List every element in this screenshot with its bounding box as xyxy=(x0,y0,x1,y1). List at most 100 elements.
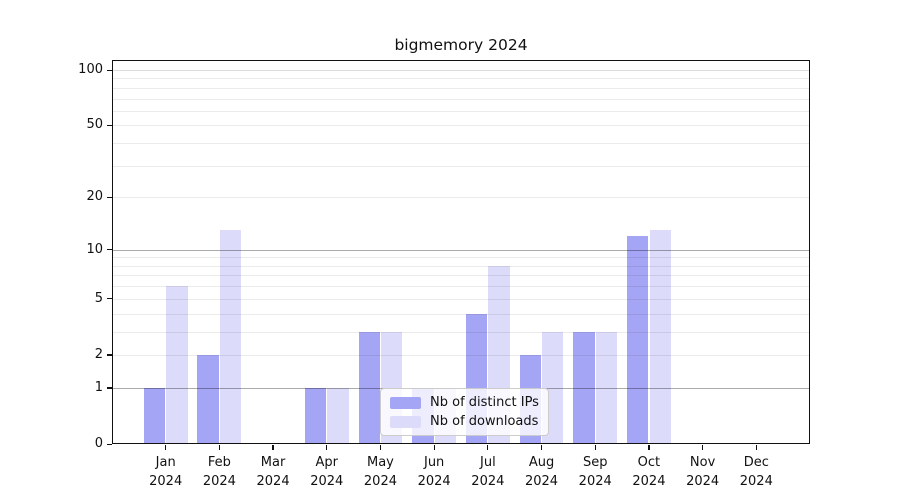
gridline-minor-60 xyxy=(112,110,810,112)
y-tick-label-0: 0 xyxy=(94,436,103,451)
y-tick-label-2: 2 xyxy=(94,346,103,362)
x-tick-label-jan: Jan 2024 xyxy=(136,453,196,491)
x-tick-jun xyxy=(433,444,435,450)
x-tick-year: 2024 xyxy=(417,474,451,489)
x-tick-label-mar: Mar 2024 xyxy=(243,453,303,491)
gridline-minor-2 xyxy=(112,354,810,356)
x-tick-month: Feb xyxy=(207,455,231,470)
x-tick-jul xyxy=(487,444,489,450)
x-tick-year: 2024 xyxy=(578,474,612,489)
legend-label-distinct-ips: Nb of distinct IPs xyxy=(430,395,539,410)
gridline-minor-4 xyxy=(112,313,810,315)
legend-item-downloads: Nb of downloads xyxy=(390,414,539,429)
x-tick-label-may: May 2024 xyxy=(350,453,410,491)
x-tick-dec xyxy=(755,444,757,450)
legend-item-distinct-ips: Nb of distinct IPs xyxy=(390,395,539,410)
bar-distinct-ips-may xyxy=(358,331,380,444)
chart-title: bigmemory 2024 xyxy=(394,36,528,54)
y-tick-20 xyxy=(107,196,112,198)
y-tick-0 xyxy=(107,443,112,445)
x-tick-month: Mar xyxy=(260,455,286,470)
y-tick-50 xyxy=(107,124,112,127)
bar-downloads-apr xyxy=(327,387,349,444)
x-tick-year: 2024 xyxy=(524,474,559,489)
x-tick-month: Aug xyxy=(528,455,555,470)
x-tick-sep xyxy=(594,444,596,450)
gridline-major-100 xyxy=(112,70,810,71)
x-tick-year: 2024 xyxy=(149,474,183,489)
gridline-minor-70 xyxy=(112,98,810,100)
bar-downloads-feb xyxy=(219,230,242,444)
x-tick-label-jul: Jul 2024 xyxy=(458,453,518,491)
x-tick-year: 2024 xyxy=(471,474,505,489)
x-tick-month: Jul xyxy=(480,455,496,470)
y-tick-label-20: 20 xyxy=(86,189,103,205)
x-tick-month: Dec xyxy=(743,455,769,470)
x-tick-year: 2024 xyxy=(202,474,236,489)
x-tick-month: Sep xyxy=(582,455,608,470)
y-tick-5 xyxy=(107,298,112,300)
x-tick-month: Oct xyxy=(637,455,661,470)
y-tick-10 xyxy=(107,249,112,251)
gridline-minor-7 xyxy=(112,275,810,277)
x-tick-may xyxy=(379,444,382,450)
legend-swatch-distinct-ips xyxy=(390,396,421,409)
x-tick-oct xyxy=(648,444,650,450)
legend: Nb of distinct IPs Nb of downloads xyxy=(380,388,549,436)
x-tick-mar xyxy=(272,444,274,450)
bar-downloads-oct xyxy=(649,230,671,444)
bar-downloads-jan xyxy=(166,286,188,444)
x-tick-label-sep: Sep 2024 xyxy=(565,453,625,491)
x-tick-year: 2024 xyxy=(632,474,666,489)
x-tick-label-jun: Jun 2024 xyxy=(404,453,464,491)
gridline-minor-9 xyxy=(112,257,810,259)
x-tick-month: Jun xyxy=(423,455,445,470)
x-tick-year: 2024 xyxy=(739,474,773,489)
bar-downloads-sep xyxy=(595,331,618,444)
gridline-minor-3 xyxy=(112,331,810,333)
legend-swatch-downloads xyxy=(390,415,421,428)
gridline-major-10 xyxy=(112,249,810,251)
x-tick-label-feb: Feb 2024 xyxy=(189,453,249,491)
legend-label-downloads: Nb of downloads xyxy=(430,414,539,429)
x-tick-month: Jan xyxy=(155,455,176,470)
x-tick-label-apr: Apr 2024 xyxy=(297,453,357,491)
y-tick-label-50: 50 xyxy=(86,117,103,133)
x-tick-label-nov: Nov 2024 xyxy=(673,453,733,491)
x-tick-month: Nov xyxy=(689,455,716,470)
x-tick-month: Apr xyxy=(315,455,339,470)
bar-distinct-ips-oct xyxy=(627,236,649,444)
gridline-minor-20 xyxy=(112,197,810,199)
x-tick-month: May xyxy=(367,455,394,470)
x-tick-label-oct: Oct 2024 xyxy=(619,453,679,491)
y-tick-2 xyxy=(107,354,112,356)
gridline-minor-5 xyxy=(112,298,810,300)
bar-distinct-ips-apr xyxy=(304,387,327,444)
gridline-minor-8 xyxy=(112,265,810,267)
y-tick-1 xyxy=(107,387,112,389)
gridline-minor-40 xyxy=(112,143,810,145)
gridline-minor-30 xyxy=(112,165,810,167)
y-tick-label-10: 10 xyxy=(86,241,103,257)
bar-distinct-ips-jan xyxy=(143,387,166,444)
gridline-minor-6 xyxy=(112,286,810,288)
x-tick-feb xyxy=(218,444,220,450)
y-tick-100 xyxy=(107,69,112,71)
x-tick-aug xyxy=(540,444,543,450)
y-tick-label-5: 5 xyxy=(94,290,103,306)
x-tick-label-dec: Dec 2024 xyxy=(726,453,786,491)
x-tick-year: 2024 xyxy=(310,474,344,489)
y-tick-label-1: 1 xyxy=(94,379,103,395)
bar-distinct-ips-feb xyxy=(197,354,219,444)
x-tick-apr xyxy=(326,444,328,450)
gridline-minor-90 xyxy=(112,78,810,80)
y-tick-label-100: 100 xyxy=(78,62,103,77)
x-tick-year: 2024 xyxy=(686,474,720,489)
gridline-minor-80 xyxy=(112,87,810,89)
x-tick-jan xyxy=(165,444,167,450)
x-tick-label-aug: Aug 2024 xyxy=(512,453,572,491)
gridline-minor-50 xyxy=(112,125,810,127)
x-tick-nov xyxy=(702,444,704,450)
bar-distinct-ips-sep xyxy=(573,331,595,444)
